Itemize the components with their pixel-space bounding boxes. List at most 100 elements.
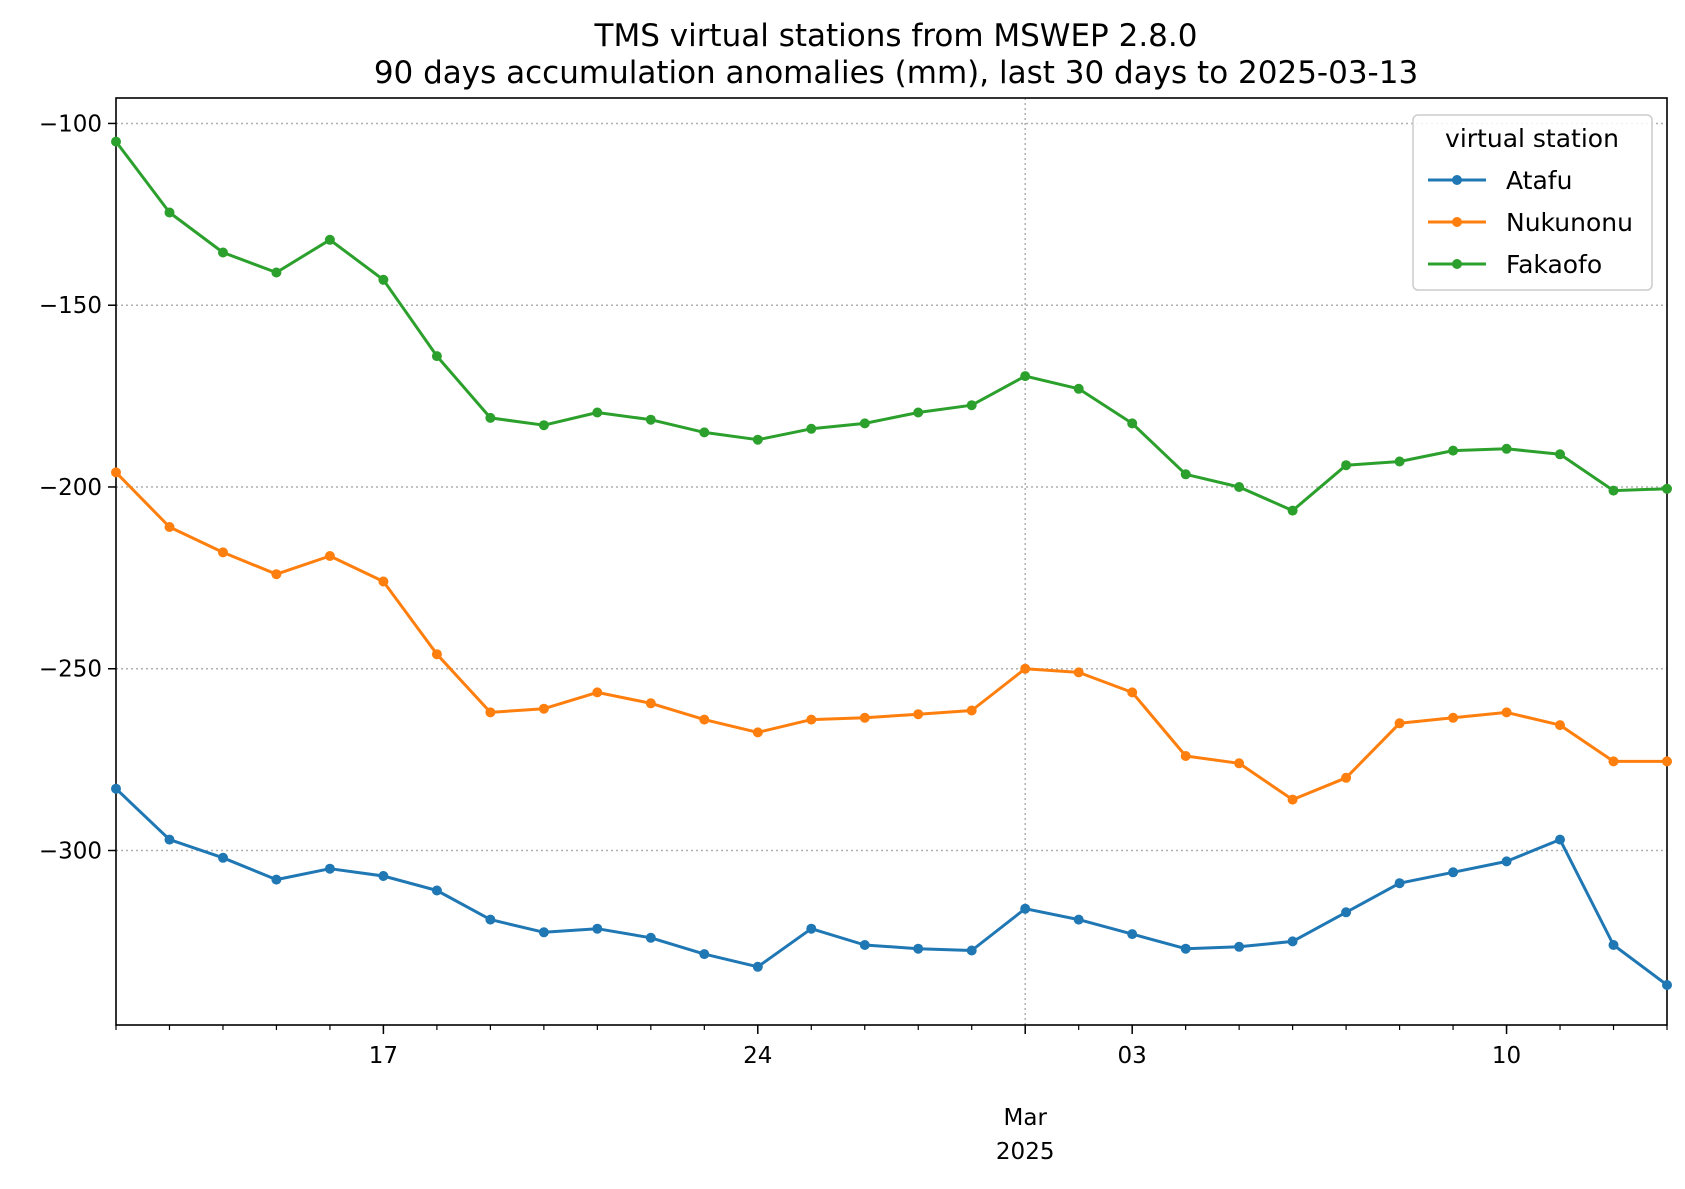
- data-point: [538, 420, 549, 431]
- y-tick-label: −200: [39, 475, 102, 501]
- chart-subtitle: 90 days accumulation anomalies (mm), las…: [374, 55, 1418, 91]
- data-point: [1287, 794, 1298, 805]
- data-point: [218, 547, 228, 558]
- data-point: [1020, 371, 1031, 382]
- data-point: [966, 400, 977, 411]
- data-point: [645, 414, 656, 425]
- y-tick-label: −100: [39, 111, 102, 137]
- data-point: [1127, 929, 1138, 940]
- data-point: [324, 551, 335, 561]
- data-point: [1234, 482, 1245, 492]
- legend-label: Fakaofo: [1506, 250, 1602, 279]
- data-point: [431, 649, 442, 660]
- data-point: [431, 885, 442, 896]
- data-point: [324, 234, 335, 245]
- data-point: [1501, 856, 1512, 867]
- data-point: [1180, 751, 1191, 761]
- x-tick-label: 24: [743, 1043, 772, 1069]
- data-point: [1073, 914, 1084, 925]
- plot-frame: [115, 97, 1668, 1026]
- x-month-label: Mar: [1004, 1105, 1048, 1131]
- data-point: [111, 467, 121, 478]
- data-point: [699, 427, 710, 438]
- data-point: [378, 576, 389, 587]
- data-point: [752, 434, 763, 445]
- data-point: [538, 703, 549, 714]
- series-line: [114, 787, 1668, 987]
- data-point: [1127, 687, 1138, 698]
- data-point: [1073, 667, 1084, 678]
- data-point: [164, 834, 175, 845]
- data-point: [645, 932, 656, 943]
- grid-lines: [116, 98, 1667, 1025]
- data-point: [485, 914, 496, 925]
- legend-item: Atafu: [1428, 166, 1572, 195]
- data-point: [1234, 758, 1245, 769]
- data-point: [1394, 718, 1405, 729]
- data-point: [699, 949, 710, 960]
- data-point: [218, 852, 228, 863]
- legend-swatch-marker: [1452, 217, 1462, 227]
- series-plot: [111, 136, 1672, 990]
- data-point: [806, 923, 817, 934]
- data-point: [645, 698, 656, 709]
- data-point: [1608, 940, 1619, 950]
- data-point: [699, 714, 710, 725]
- data-point: [913, 709, 924, 720]
- data-point: [485, 412, 496, 423]
- y-tick-label: −300: [39, 839, 102, 865]
- data-point: [1394, 456, 1405, 467]
- data-point: [592, 923, 603, 934]
- data-point: [1341, 907, 1352, 918]
- data-point: [1341, 772, 1352, 783]
- data-point: [1180, 943, 1191, 954]
- data-point: [913, 943, 924, 954]
- data-point: [1341, 460, 1352, 471]
- data-point: [485, 707, 496, 718]
- data-point: [378, 871, 389, 881]
- data-point: [431, 351, 442, 362]
- y-tick-label: −150: [39, 293, 102, 319]
- data-point: [1555, 834, 1565, 845]
- data-point: [1662, 980, 1672, 990]
- data-point: [859, 940, 870, 950]
- x-tick-label: 03: [1118, 1043, 1147, 1069]
- data-point: [1448, 445, 1459, 456]
- legend-swatch-marker: [1452, 175, 1462, 185]
- data-point: [271, 569, 282, 580]
- series-atafu: [111, 783, 1672, 990]
- legend-title: virtual station: [1445, 124, 1619, 153]
- x-year-label: 2025: [996, 1139, 1055, 1165]
- data-point: [966, 705, 977, 716]
- data-point: [1608, 485, 1619, 496]
- legend: virtual station Atafu Nukunonu Fakaofo: [1412, 114, 1653, 291]
- data-point: [1555, 449, 1565, 460]
- data-point: [752, 961, 763, 972]
- data-point: [859, 418, 870, 429]
- data-point: [164, 207, 175, 218]
- chart-title: TMS virtual stations from MSWEP 2.8.0: [594, 18, 1198, 54]
- axes: −100 −150 −200 −250 −300 17 24 03 10 Mar 2025: [39, 97, 1668, 1165]
- data-point: [378, 274, 389, 285]
- data-point: [271, 874, 282, 885]
- data-point: [1287, 936, 1298, 947]
- data-point: [1501, 443, 1512, 454]
- data-point: [1127, 418, 1138, 429]
- data-point: [1020, 903, 1031, 914]
- data-point: [1448, 867, 1459, 878]
- data-point: [1608, 756, 1619, 767]
- data-point: [1287, 505, 1298, 516]
- legend-items: Atafu Nukunonu Fakaofo: [1428, 166, 1633, 279]
- data-point: [966, 945, 977, 956]
- data-point: [1555, 720, 1565, 731]
- series-line: [114, 140, 1668, 513]
- data-point: [1448, 712, 1459, 723]
- data-point: [324, 863, 335, 874]
- data-point: [806, 423, 817, 434]
- data-point: [1073, 383, 1084, 394]
- data-point: [218, 247, 228, 258]
- series-line: [114, 471, 1667, 802]
- data-point: [271, 267, 282, 278]
